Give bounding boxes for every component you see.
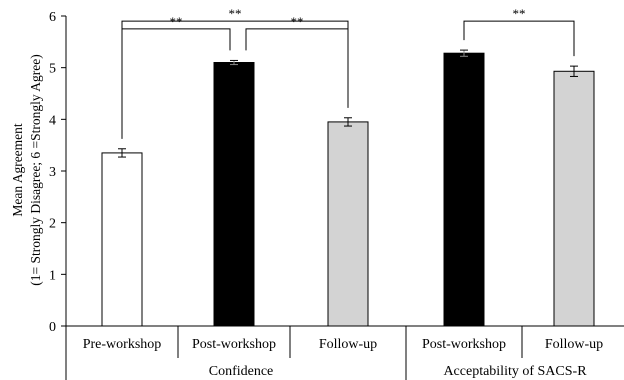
y-tick-label: 1 (49, 268, 56, 283)
category-label: Post-workshop (422, 337, 506, 352)
significance-label: ** (291, 14, 304, 29)
bar (444, 53, 484, 326)
x-axis-labels: Pre-workshop Post-workshop Follow-up Post-w… (83, 337, 603, 379)
group-label: Acceptability of SACS-R (443, 364, 587, 379)
category-label: Post-workshop (192, 337, 276, 352)
category-label: Pre-workshop (83, 337, 162, 352)
significance-bracket (464, 21, 574, 56)
y-tick-label: 0 (49, 320, 56, 335)
y-axis-title-line2: (1= Strongly Disagree; 6 =Strongly Agree… (28, 54, 43, 286)
category-label: Follow-up (545, 337, 603, 352)
y-tick-label: 4 (49, 113, 56, 128)
bar (214, 63, 254, 327)
bar (554, 71, 594, 326)
bar (102, 153, 142, 326)
y-axis-title: Mean Agreement (1= Strongly Disagree; 6 … (10, 54, 43, 286)
y-axis-title-line1: Mean Agreement (10, 123, 25, 217)
y-tick-label: 5 (49, 62, 56, 77)
y-tick-label: 6 (49, 10, 56, 25)
y-tick-label: 2 (49, 217, 56, 232)
category-label: Follow-up (319, 337, 377, 352)
significance-label: ** (513, 6, 526, 21)
significance-label: ** (229, 6, 242, 21)
significance-bracket (246, 29, 348, 108)
bar (328, 122, 368, 326)
group-label: Confidence (209, 364, 274, 379)
y-tick-label: 3 (49, 165, 56, 180)
